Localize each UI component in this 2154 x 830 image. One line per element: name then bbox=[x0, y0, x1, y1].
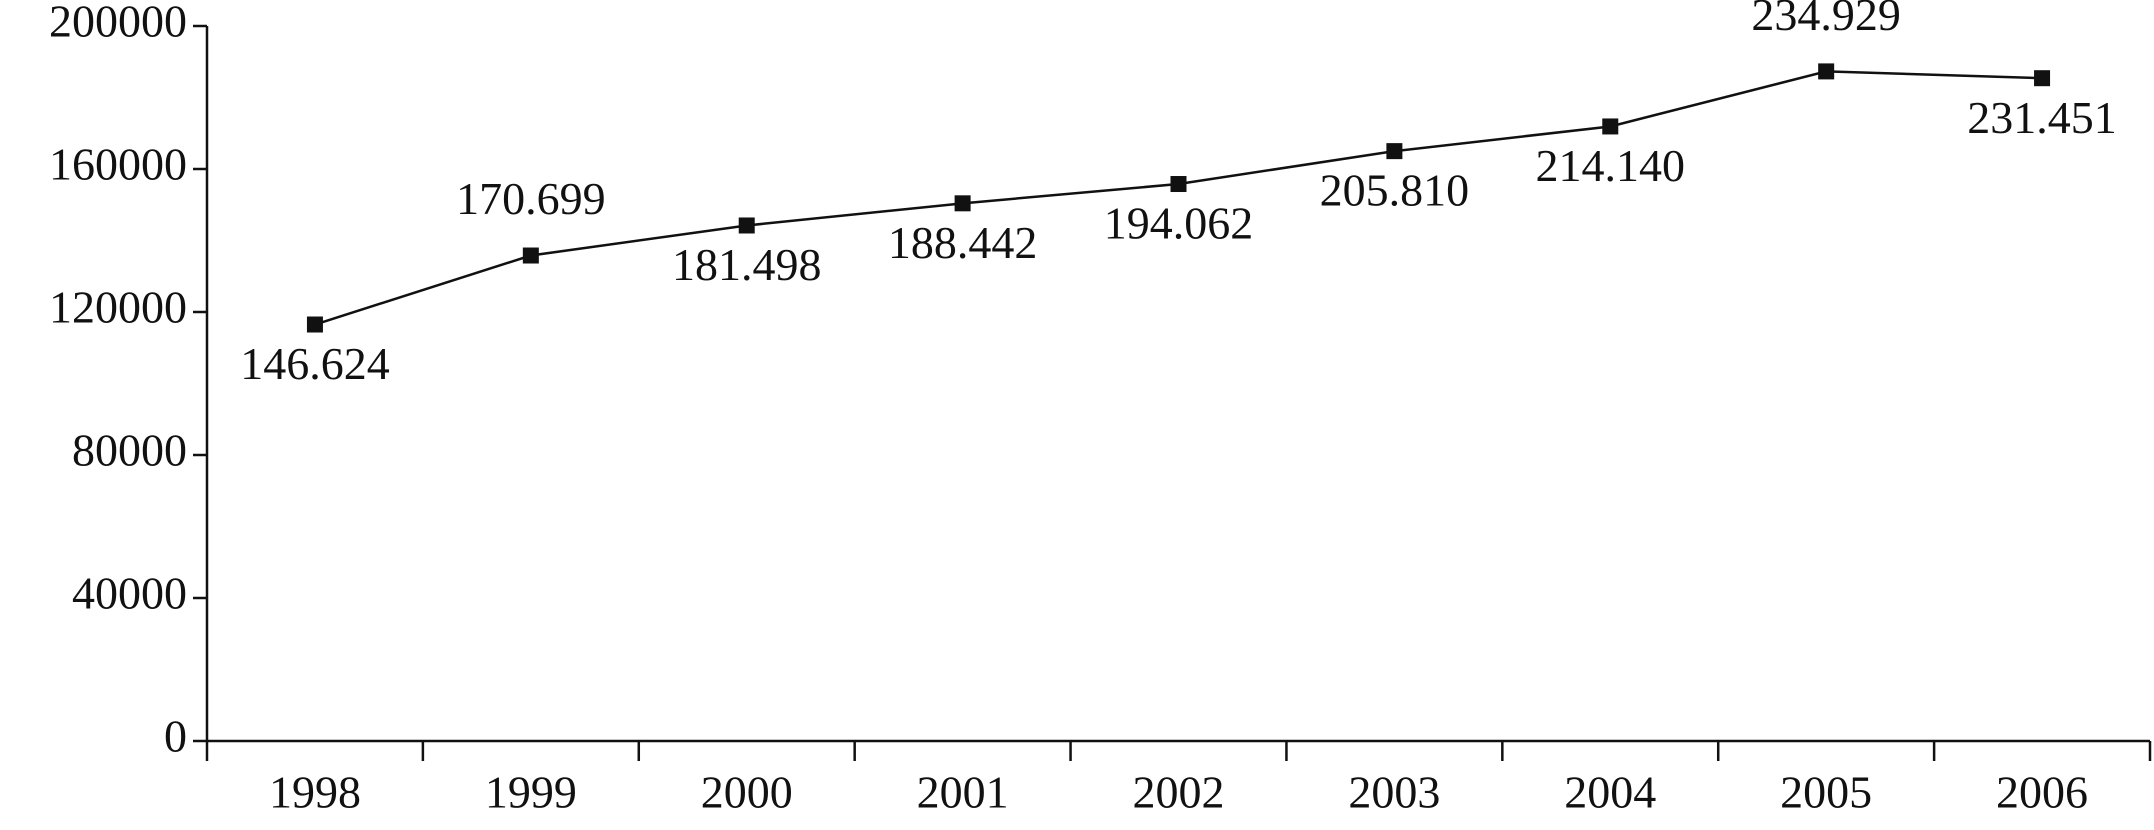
data-annotation: 231.451 bbox=[1967, 92, 2117, 143]
data-annotation: 214.140 bbox=[1536, 140, 1686, 191]
data-annotation: 170.699 bbox=[456, 173, 606, 224]
x-tick-label: 2000 bbox=[701, 767, 793, 818]
marker bbox=[1170, 176, 1187, 193]
y-tick-label: 200000 bbox=[49, 0, 187, 47]
y-tick-label: 40000 bbox=[72, 568, 187, 619]
data-annotation: 234.929 bbox=[1751, 0, 1901, 40]
marker bbox=[954, 195, 971, 212]
x-tick-label: 1999 bbox=[485, 767, 577, 818]
y-tick-label: 160000 bbox=[49, 139, 187, 190]
data-annotation: 205.810 bbox=[1320, 165, 1470, 216]
marker bbox=[738, 217, 755, 234]
marker bbox=[1602, 118, 1619, 135]
marker bbox=[522, 247, 539, 264]
marker bbox=[1818, 63, 1835, 80]
data-annotation: 194.062 bbox=[1104, 198, 1254, 249]
x-tick-label: 2001 bbox=[917, 767, 1009, 818]
x-tick-label: 2003 bbox=[1348, 767, 1440, 818]
x-tick-label: 2005 bbox=[1780, 767, 1872, 818]
x-tick-label: 2006 bbox=[1996, 767, 2088, 818]
x-tick-label: 2002 bbox=[1133, 767, 1225, 818]
y-tick-label: 0 bbox=[164, 711, 187, 762]
marker bbox=[1386, 143, 1403, 160]
y-tick-label: 80000 bbox=[72, 425, 187, 476]
data-annotation: 146.624 bbox=[240, 338, 390, 389]
marker bbox=[306, 316, 323, 333]
x-tick-label: 1998 bbox=[269, 767, 361, 818]
data-annotation: 181.498 bbox=[672, 239, 822, 290]
y-tick-label: 120000 bbox=[49, 282, 187, 333]
marker bbox=[2034, 70, 2051, 87]
x-tick-label: 2004 bbox=[1564, 767, 1656, 818]
data-annotation: 188.442 bbox=[888, 217, 1038, 268]
